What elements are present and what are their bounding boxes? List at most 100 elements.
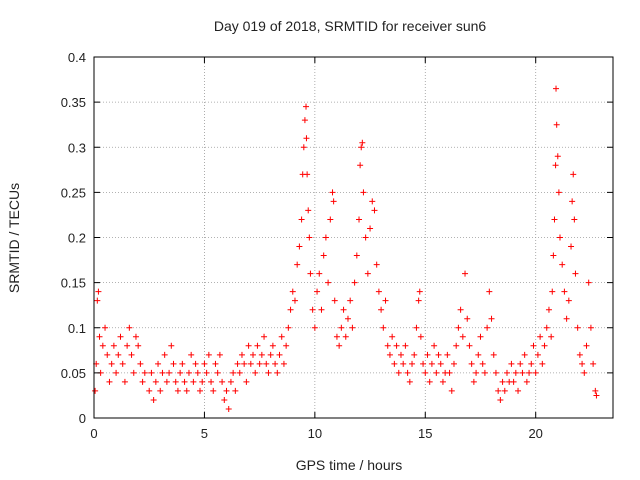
y-axis-label: SRMTID / TECUs xyxy=(6,183,22,293)
data-point xyxy=(553,85,560,92)
data-point xyxy=(205,351,212,358)
data-point xyxy=(457,306,464,313)
data-point xyxy=(351,279,358,286)
data-point xyxy=(296,243,303,250)
data-point xyxy=(349,324,356,331)
data-point xyxy=(225,405,232,412)
data-point xyxy=(325,279,332,286)
data-point xyxy=(431,342,438,349)
data-point xyxy=(174,387,181,394)
data-point xyxy=(550,252,557,259)
data-point xyxy=(303,135,310,142)
data-point xyxy=(563,315,570,322)
data-point xyxy=(227,378,234,385)
data-point xyxy=(329,189,336,196)
data-point xyxy=(108,360,115,367)
data-point xyxy=(549,288,556,295)
data-point xyxy=(285,324,292,331)
data-point xyxy=(163,378,170,385)
data-point xyxy=(382,297,389,304)
data-point xyxy=(216,351,223,358)
data-point xyxy=(477,333,484,340)
data-point xyxy=(393,342,400,349)
data-point xyxy=(553,121,560,128)
data-point xyxy=(384,342,391,349)
y-tick-label: 0.25 xyxy=(61,185,86,200)
y-tick-label: 0.4 xyxy=(68,50,86,65)
data-point xyxy=(106,378,113,385)
data-point xyxy=(243,378,250,385)
data-point xyxy=(515,387,522,394)
data-point xyxy=(234,360,241,367)
data-point xyxy=(587,324,594,331)
data-point xyxy=(413,324,420,331)
data-point xyxy=(331,297,338,304)
data-point xyxy=(519,369,526,376)
data-point xyxy=(556,234,563,241)
data-point xyxy=(318,306,325,313)
data-point xyxy=(497,396,504,403)
data-point xyxy=(179,360,186,367)
data-point xyxy=(378,306,385,313)
x-tick-label: 10 xyxy=(308,426,322,441)
data-point xyxy=(139,378,146,385)
data-point xyxy=(486,288,493,295)
data-point xyxy=(232,387,239,394)
data-point xyxy=(579,360,586,367)
data-point xyxy=(404,369,411,376)
data-point xyxy=(592,387,599,394)
data-point xyxy=(92,387,99,394)
data-point xyxy=(306,234,313,241)
data-point xyxy=(283,342,290,349)
data-point xyxy=(219,378,226,385)
data-point xyxy=(453,342,460,349)
data-point xyxy=(311,324,318,331)
data-point xyxy=(411,351,418,358)
data-point xyxy=(274,369,281,376)
data-point xyxy=(369,198,376,205)
data-point xyxy=(250,351,257,358)
data-point xyxy=(402,342,409,349)
data-point xyxy=(492,369,499,376)
data-point xyxy=(353,252,360,259)
data-point xyxy=(521,351,528,358)
data-point xyxy=(247,360,254,367)
data-point xyxy=(574,324,581,331)
data-point xyxy=(490,351,497,358)
data-point xyxy=(183,387,190,394)
data-point xyxy=(508,360,515,367)
data-point xyxy=(446,369,453,376)
data-point xyxy=(543,324,550,331)
data-point xyxy=(552,162,559,169)
data-point xyxy=(391,360,398,367)
data-point xyxy=(347,297,354,304)
data-point xyxy=(364,270,371,277)
data-point xyxy=(340,306,347,313)
data-point xyxy=(415,297,422,304)
data-point xyxy=(569,198,576,205)
data-point xyxy=(287,306,294,313)
data-point xyxy=(96,333,103,340)
data-point xyxy=(484,324,491,331)
y-tick-label: 0.05 xyxy=(61,366,86,381)
data-point xyxy=(336,342,343,349)
data-point xyxy=(590,360,597,367)
data-points xyxy=(92,85,600,412)
data-point xyxy=(124,342,131,349)
data-point xyxy=(581,369,588,376)
data-point xyxy=(583,342,590,349)
data-point xyxy=(137,360,144,367)
data-point xyxy=(359,139,366,146)
x-tick-label: 20 xyxy=(528,426,542,441)
data-point xyxy=(523,378,530,385)
data-point xyxy=(475,351,482,358)
data-point xyxy=(95,288,102,295)
data-point xyxy=(333,333,340,340)
data-point xyxy=(555,189,562,196)
data-point xyxy=(104,351,111,358)
data-point xyxy=(526,369,533,376)
data-point xyxy=(426,378,433,385)
data-point xyxy=(571,216,578,223)
data-point xyxy=(269,342,276,349)
